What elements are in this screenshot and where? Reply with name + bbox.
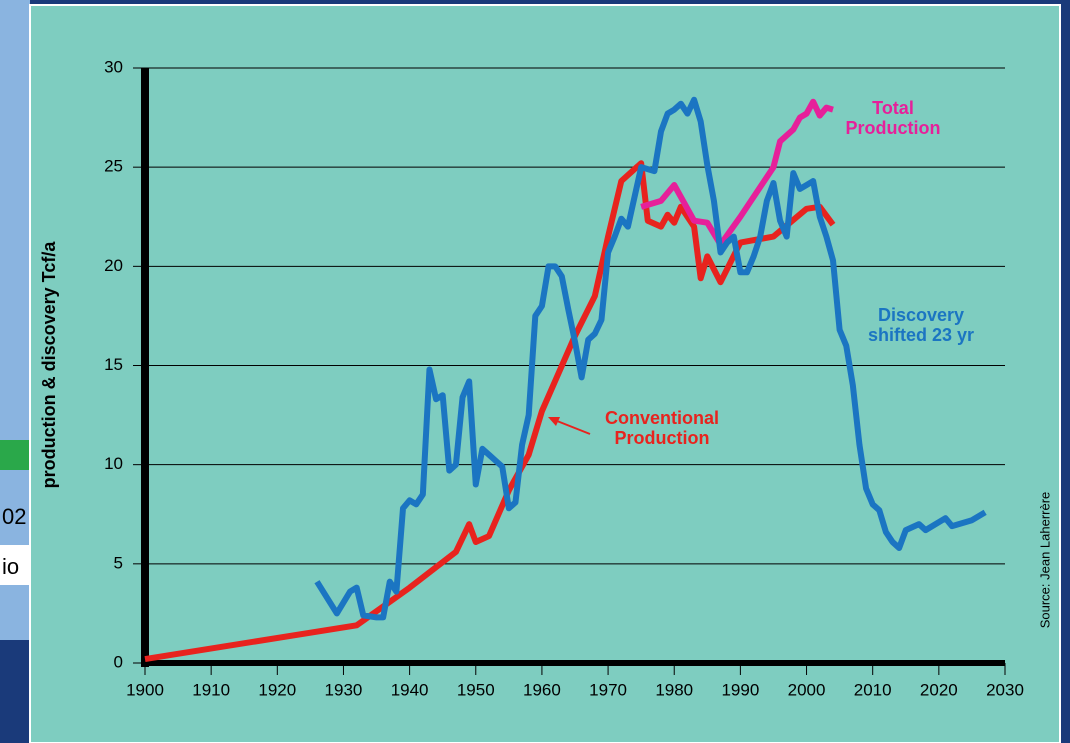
fragment: 02 [2, 504, 26, 529]
arrow-head [548, 417, 560, 426]
chart-panel [29, 4, 1061, 743]
left-slide-white [0, 545, 30, 585]
y-tick-label: 25 [104, 157, 123, 176]
left-slide-band [0, 440, 30, 470]
y-tick-label: 30 [104, 57, 123, 76]
x-tick-label: 1920 [258, 680, 296, 699]
x-tick-label: 1990 [721, 680, 759, 699]
x-tick-label: 1940 [391, 680, 429, 699]
series-line [640, 98, 834, 248]
x-tick-label: 1970 [589, 680, 627, 699]
y-tick-label: 0 [114, 652, 123, 671]
y-tick-label: 10 [104, 454, 123, 473]
x-tick-label: 1980 [655, 680, 693, 699]
x-tick-label: 2030 [986, 680, 1024, 699]
x-tick-label: 1930 [325, 680, 363, 699]
series-line [314, 96, 987, 621]
fragment: io [2, 554, 19, 579]
y-tick-label: 15 [104, 355, 123, 374]
x-tick-label: 2020 [920, 680, 958, 699]
x-tick-label: 1900 [126, 680, 164, 699]
arrow [551, 418, 591, 435]
series-line [144, 160, 836, 662]
y-tick-label: 5 [114, 553, 123, 572]
series-label: Discovery shifted 23 yr [867, 305, 975, 345]
source: Source: Jean Laherrère [1037, 492, 1052, 629]
y-tick-label: 20 [104, 256, 123, 275]
x-tick-label: 2010 [854, 680, 892, 699]
left-slide [0, 0, 30, 640]
series-label: Total Production [845, 98, 941, 138]
x-tick-label: 1910 [192, 680, 230, 699]
x-tick-label: 1960 [523, 680, 561, 699]
series-label: Conventional Production [604, 408, 719, 448]
y-axis-label: production & discovery Tcf/a [39, 241, 59, 489]
x-tick-label: 1950 [457, 680, 495, 699]
x-tick-label: 2000 [788, 680, 826, 699]
